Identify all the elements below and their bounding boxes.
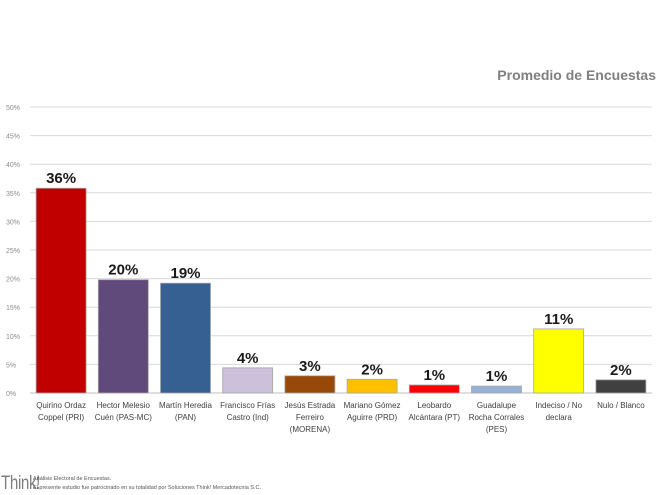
bar (595, 379, 647, 394)
y-tick-label: 10% (6, 334, 20, 341)
y-tick-label: 30% (6, 219, 20, 226)
data-label: 3% (299, 358, 321, 375)
bar (35, 187, 87, 394)
y-tick-label: 50% (6, 105, 20, 112)
x-tick-label: Hector Melesio Cuén (PAS-MC) (95, 401, 153, 422)
bar (408, 384, 460, 394)
y-tick-label: 35% (6, 191, 20, 198)
x-tick-label: Leobardo Alcántara (PT) (409, 401, 461, 422)
data-label: 20% (108, 262, 138, 279)
x-tick-label-line: Martín Heredia (159, 401, 212, 410)
bar (533, 328, 585, 394)
y-tick-label: 15% (6, 305, 20, 312)
x-tick-label: Nulo / Blanco (597, 401, 645, 410)
x-tick-label: Jesús Estrada Ferreiro (MORENA) (285, 401, 336, 434)
x-tick-label-line: Guadalupe (477, 401, 517, 410)
bar (160, 282, 211, 394)
bar (346, 378, 398, 394)
x-tick-label: Quirino Ordaz Coppel (PRI) (36, 401, 86, 422)
x-tick-label-line: Alcántara (PT) (409, 413, 461, 422)
x-tick-label: Martín Heredia (PAN) (159, 401, 212, 422)
x-tick-label-line: Nulo / Blanco (597, 401, 645, 410)
footer-line-1: Análisis Electoral de Encuestas. (33, 476, 112, 482)
chart-title: Promedio de Encuestas (497, 67, 656, 83)
x-tick-label-line: Mariano Gómez (344, 401, 401, 410)
data-label: 2% (610, 362, 632, 379)
x-tick-label-line: (PES) (486, 425, 508, 434)
x-tick-label-line: (MORENA) (290, 425, 331, 434)
data-label: 2% (361, 361, 383, 378)
x-tick-label-line: Quirino Ordaz (36, 401, 86, 410)
bar (97, 279, 149, 394)
data-label: 11% (544, 311, 573, 328)
y-tick-label: 20% (6, 277, 20, 284)
data-label: 1% (423, 367, 445, 384)
x-tick-label-line: Rocha Corrales (469, 413, 525, 422)
y-tick-label: 45% (6, 134, 20, 141)
data-label: 1% (486, 368, 508, 385)
y-tick-label: 25% (6, 248, 20, 255)
x-tick-label: Francisco Frías Castro (Ind) (220, 401, 275, 422)
y-tick-label: 0% (6, 391, 16, 398)
x-tick-label-line: Coppel (PRI) (38, 413, 85, 422)
data-label: 19% (170, 265, 200, 282)
data-label: 36% (46, 170, 76, 187)
x-tick-label: Indeciso / No declara (535, 401, 582, 422)
x-tick-label-line: Hector Melesio (97, 401, 151, 410)
x-tick-label-line: Indeciso / No (535, 401, 582, 410)
x-tick-label: Mariano Gómez Aguirre (PRD) (344, 401, 401, 422)
x-tick-label-line: Cuén (PAS-MC) (95, 413, 153, 422)
x-tick-label-line: Jesús Estrada (285, 401, 336, 410)
bar (222, 367, 274, 394)
bar (284, 375, 336, 394)
y-tick-label: 40% (6, 162, 20, 169)
data-label: 4% (237, 350, 259, 367)
y-tick-label: 5% (6, 362, 16, 369)
think-logo: Think! (1, 473, 40, 494)
x-tick-label-line: Francisco Frías (220, 401, 275, 410)
footer-line-2: El presente estudio fue patrocinado en s… (33, 485, 261, 491)
x-tick-label-line: declara (546, 413, 573, 422)
bar (471, 385, 522, 394)
x-tick-label-line: Leobardo (417, 401, 451, 410)
x-tick-label-line: Castro (Ind) (227, 413, 270, 422)
x-tick-label-line: Aguirre (PRD) (347, 413, 398, 422)
x-tick-label-line: (PAN) (175, 413, 197, 422)
x-tick-label-line: Ferreiro (296, 413, 325, 422)
x-tick-label: Guadalupe Rocha Corrales (PES) (469, 401, 525, 434)
